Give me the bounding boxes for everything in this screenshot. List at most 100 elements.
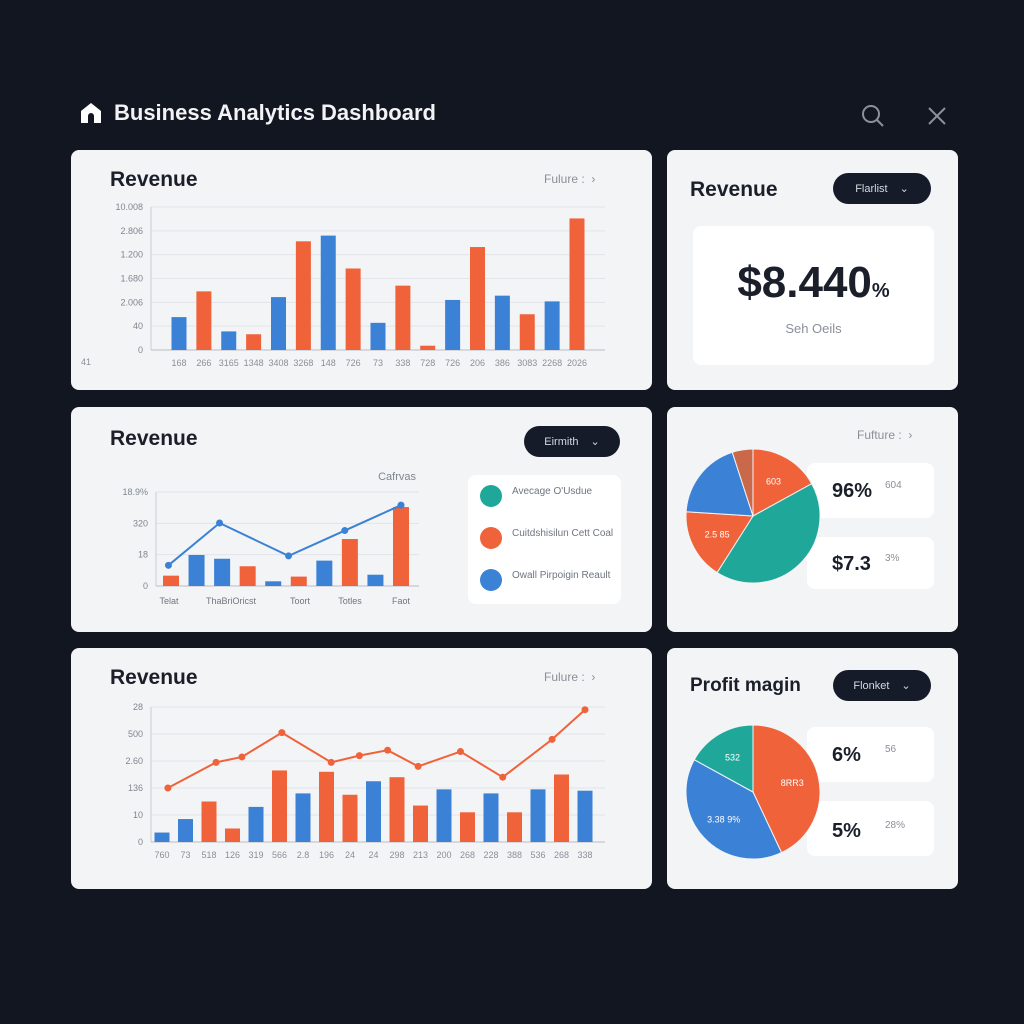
y-tick-label: 0 [143,581,148,591]
chevron-down-icon: ⌄ [899,183,909,195]
card-title: Revenue [110,427,198,450]
x-tick-label: 168 [171,358,186,368]
legend-label: Avecage O'Usdue [512,486,593,497]
x-tick-label: 266 [196,358,211,368]
x-tick-label: 228 [483,850,498,860]
bar [272,770,287,842]
y-tick-label: 10.008 [115,202,143,212]
bar [171,317,187,350]
x-tick-label: 536 [530,850,545,860]
x-tick-label: 73 [180,850,190,860]
y-tick-label: 40 [133,321,143,331]
bar [577,790,593,842]
line-point [285,552,293,560]
search-icon[interactable] [860,103,886,129]
bar [265,581,282,586]
pie-slice-label: 532 [725,752,740,762]
bar [366,781,381,842]
bar [445,299,461,350]
x-tick-label: 388 [507,850,522,860]
x-tick-label: 2.8 [297,850,310,860]
line-point [164,784,172,792]
line-point [238,753,246,761]
period-dropdown[interactable]: Eirmith ⌄ [524,426,620,457]
x-tick-label: 726 [346,358,361,368]
bar [413,805,428,842]
bar [460,812,475,842]
x-tick-label: 268 [554,850,569,860]
bar [341,539,358,586]
line-point [548,735,556,743]
globe-icon [480,485,502,507]
bar [470,247,485,350]
bar [239,566,256,586]
x-tick-label: 518 [201,850,216,860]
kpi-caption: Seh Oeils [785,321,842,336]
line-point [278,729,286,737]
y-tick-label: 2.806 [120,226,143,236]
revenue-bar-card: Revenue Fulure : › 10.008 2.806 1.200 1.680… [71,150,652,390]
home-icon [81,103,101,123]
bar [271,297,286,350]
y-tick-label: 1.680 [120,274,143,284]
pie-slice-label: 3.38 9% [707,815,740,825]
card-title: Profit magin [690,675,801,696]
legend-item: Avecage O'Usdue [480,485,617,507]
y-tick-label: 320 [133,518,148,528]
bar [395,285,411,350]
bar [295,793,311,842]
frame-icon [480,527,502,549]
bar [246,334,262,350]
pie-card: Fufture : › 96% 604 $7.3 3% 603 2.5 85 [667,407,958,632]
legend-item: Cuitdshisilun Cett Coal [480,527,617,549]
future-link[interactable]: Fulure : › [544,172,596,186]
legend-label: Cuitdshisilun Cett Coal [512,528,614,539]
close-icon[interactable] [926,105,948,127]
chevron-down-icon: ⌄ [590,436,600,448]
bar [221,331,237,350]
legend-item: Owall Pirpoigin Reault [480,569,617,591]
x-tick-label: 3268 [293,358,313,368]
bar [290,576,307,586]
stat-box: 6% 56 [807,727,934,782]
x-tick-label: 268 [460,850,475,860]
x-tick-label: 2026 [567,358,587,368]
x-tick-label: 24 [345,850,355,860]
bar [370,322,386,350]
bar [178,819,193,842]
bar [188,554,205,586]
pie-chart: 603 2.5 85 [685,448,821,584]
stat-value: 96% [832,480,873,502]
x-tick-label: 3083 [517,358,537,368]
pie-slice [685,511,754,574]
card-title: Revenue [110,168,198,191]
x-tick-label: ThaBriOricst [206,596,257,606]
future-link[interactable]: Fulure : › [544,670,596,684]
period-dropdown[interactable]: Flarlist ⌄ [833,173,931,204]
x-tick-label: 73 [373,358,383,368]
pie-chart: 8RR3 3.38 9% 532 [685,724,821,860]
line-point [414,762,422,770]
bar [196,291,212,350]
bar [295,241,311,350]
pie-slice [731,448,754,517]
future-link[interactable]: Fufture : › [857,428,913,442]
revenue-kpi-card: Revenue Flarlist ⌄ $8.440% Seh Oeils [667,150,958,390]
x-tick-label: 386 [495,358,510,368]
bar [569,218,585,350]
y-tick-label: 1.200 [120,250,143,260]
bar [393,507,409,586]
x-tick-label: 760 [154,850,169,860]
pie-slice [716,483,821,584]
kpi-box: $8.440% Seh Oeils [693,226,934,365]
card-title: Revenue [690,178,778,201]
line-point [341,527,349,535]
stat-value: 6% [832,744,861,766]
stat-box: $7.3 3% [807,537,934,589]
legend-panel: Avecage O'Usdue Cuitdshisilun Cett Coal Ow… [468,475,621,604]
bar [420,345,436,350]
app-title: Business Analytics Dashboard [114,100,436,125]
line-point [456,748,464,756]
x-tick-label: 3408 [268,358,288,368]
period-dropdown[interactable]: Flonket ⌄ [833,670,931,701]
